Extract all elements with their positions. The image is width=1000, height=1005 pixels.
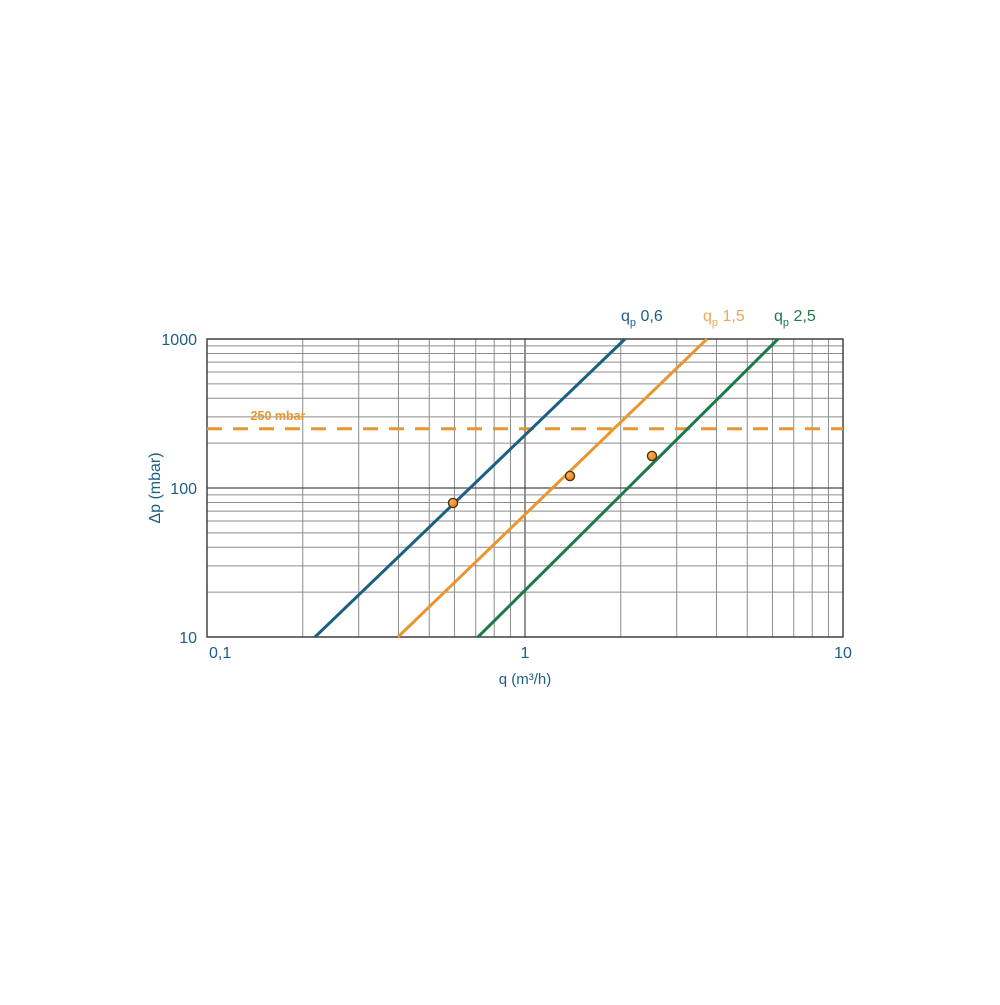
svg-text:Δp (mbar): Δp (mbar)	[147, 452, 164, 523]
svg-text:1: 1	[521, 645, 530, 662]
svg-text:1000: 1000	[161, 332, 197, 349]
svg-text:250 mbar: 250 mbar	[251, 409, 306, 423]
svg-text:10: 10	[834, 645, 852, 662]
svg-text:100: 100	[170, 481, 197, 498]
svg-text:q (m³/h): q (m³/h)	[499, 671, 552, 688]
svg-text:0,1: 0,1	[209, 645, 231, 662]
svg-text:10: 10	[179, 630, 197, 647]
